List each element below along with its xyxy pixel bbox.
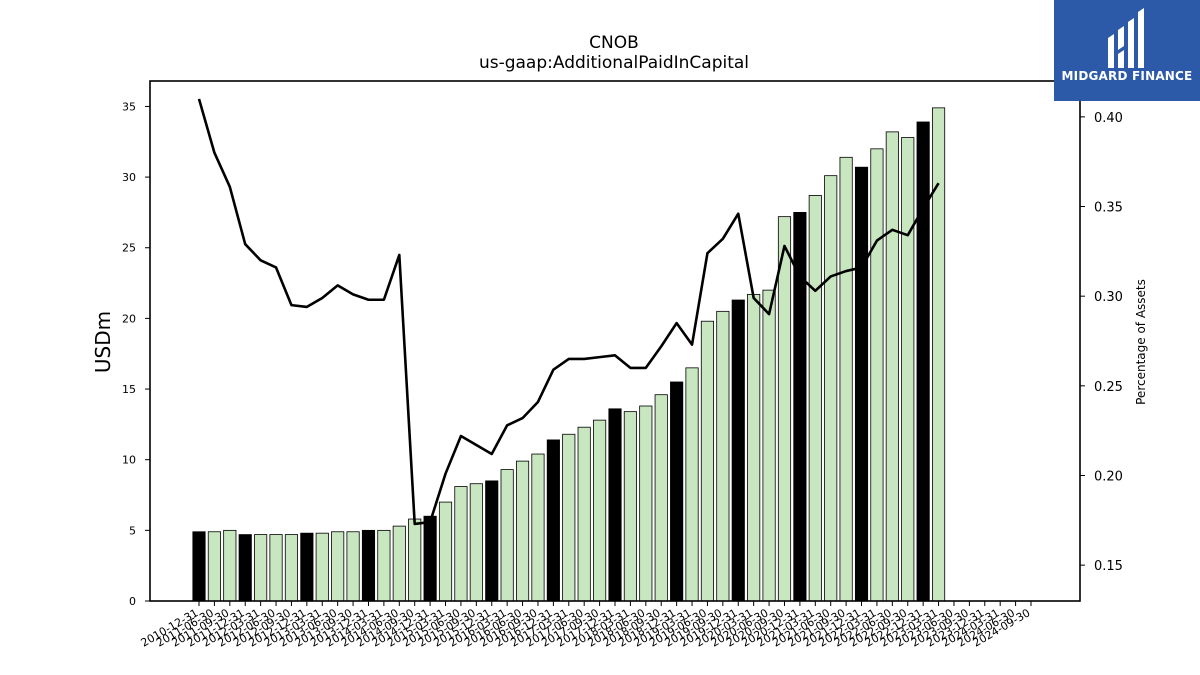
bar	[284, 534, 299, 602]
bar	[623, 411, 637, 602]
bar	[392, 525, 406, 602]
bar	[639, 405, 653, 602]
y2-tick-label: 0.20	[1094, 469, 1123, 484]
asset-percentage-line	[197, 98, 940, 526]
bar	[777, 216, 792, 602]
bar	[361, 529, 376, 602]
bar	[808, 195, 822, 602]
bar	[885, 131, 899, 602]
bar	[331, 531, 345, 602]
y2-tick-label: 0.35	[1094, 201, 1123, 216]
bar	[562, 433, 576, 602]
bar	[238, 534, 252, 602]
y-axis-label: USDm	[91, 311, 115, 373]
bar	[747, 293, 761, 602]
y2-tick-label: 0.25	[1094, 380, 1123, 395]
bar	[377, 529, 391, 602]
bar	[901, 137, 915, 602]
bar	[485, 480, 499, 602]
brand-logo: MIDGARD FINANCE	[1054, 0, 1200, 101]
y-tick-label: 20	[122, 312, 136, 325]
bar	[500, 469, 514, 602]
bar	[531, 453, 545, 602]
bar	[916, 121, 930, 602]
bar	[515, 460, 530, 602]
bar	[870, 148, 884, 602]
bar	[577, 426, 591, 602]
bar	[300, 532, 314, 602]
chart-title: CNOB	[589, 33, 639, 53]
bar	[207, 531, 221, 602]
bar	[700, 320, 715, 602]
bar	[685, 367, 699, 602]
chart-subtitle: us-gaap:AdditionalPaidInCapital	[479, 53, 749, 73]
bar	[454, 486, 468, 602]
bar	[608, 408, 622, 602]
y2-tick-label: 0.30	[1094, 290, 1123, 305]
brand-mark-icon	[1108, 8, 1144, 68]
bar	[762, 289, 776, 602]
bar	[593, 419, 607, 602]
bar	[854, 166, 869, 602]
bar	[839, 156, 853, 602]
y-tick-label: 10	[122, 454, 136, 467]
y-tick-label: 15	[122, 383, 136, 396]
bar	[438, 501, 453, 602]
bar	[931, 107, 946, 602]
bar	[269, 534, 283, 602]
bar	[192, 531, 206, 602]
bar	[670, 381, 684, 602]
bar	[408, 518, 422, 602]
y-tick-label: 5	[129, 524, 136, 537]
bar	[254, 534, 268, 602]
brand-name: MIDGARD FINANCE	[1061, 69, 1193, 83]
y2-tick-label: 0.15	[1094, 559, 1123, 574]
y-tick-label: 35	[122, 100, 136, 113]
y2-tick-label: 0.40	[1094, 111, 1123, 126]
bar	[654, 394, 668, 602]
bar	[315, 532, 329, 602]
bar	[546, 439, 560, 602]
bar	[716, 310, 730, 602]
bar	[731, 299, 745, 602]
bar	[346, 531, 360, 602]
bar	[824, 175, 838, 602]
bar	[423, 515, 437, 602]
y-tick-label: 0	[129, 595, 136, 608]
y-tick-label: 25	[122, 242, 136, 255]
y2-axis-label: Percentage of Assets	[1134, 279, 1148, 405]
y-tick-label: 30	[122, 171, 136, 184]
bar	[223, 529, 237, 602]
bar	[469, 483, 483, 602]
